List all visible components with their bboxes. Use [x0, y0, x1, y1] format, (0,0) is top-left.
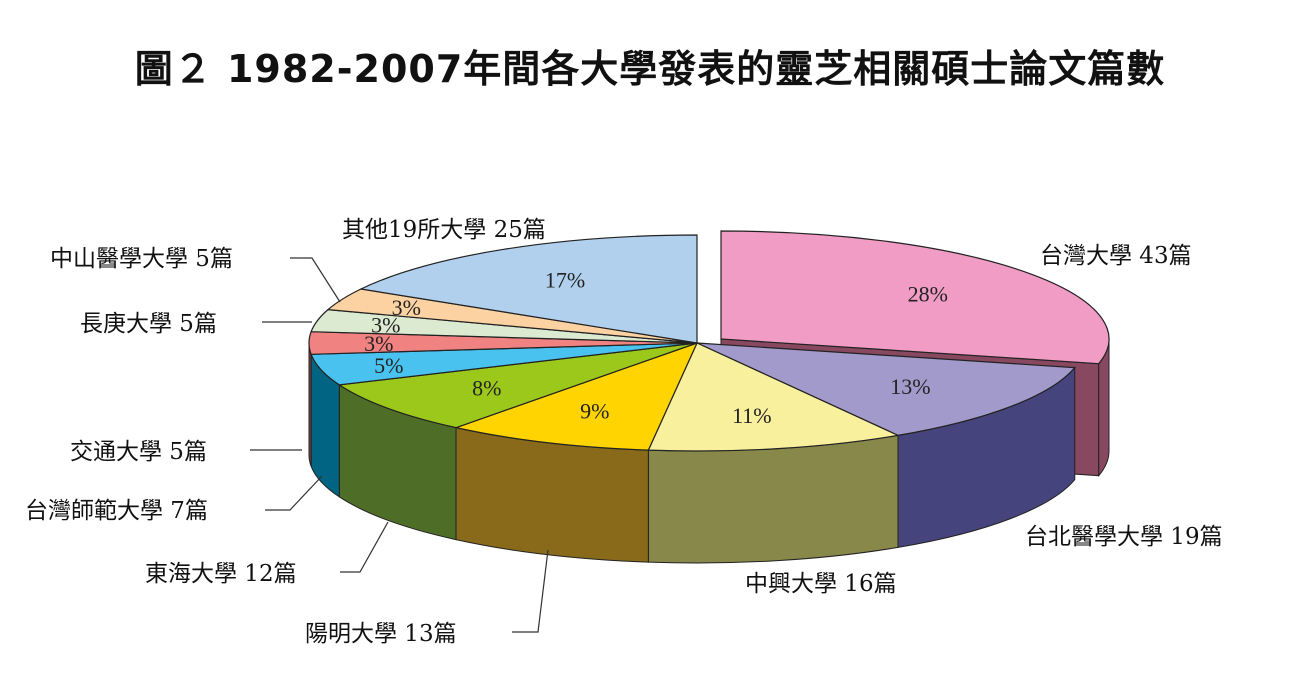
percent-label: 8% [472, 375, 501, 400]
label-ntnu: 台灣師範大學 7篇 [25, 498, 208, 524]
leader-line-csmu [290, 257, 341, 303]
percent-label: 3% [392, 295, 421, 320]
pie-slice-wall [647, 434, 899, 564]
label-others: 其他19所大學 25篇 [342, 217, 546, 243]
percent-label: 9% [580, 399, 609, 424]
pie-slice [358, 234, 698, 344]
percent-label: 3% [364, 331, 393, 356]
label-csmu: 中山醫學大學 5篇 [50, 246, 233, 272]
label-cgu: 長庚大學 5篇 [80, 311, 217, 337]
label-tmu: 台北醫學大學 19篇 [1025, 524, 1223, 550]
pie-slice [720, 230, 1110, 365]
percent-label: 5% [374, 353, 403, 378]
pie-slice [337, 342, 698, 429]
pie-slice-wall [308, 342, 312, 467]
leader-line-tunghai [340, 521, 389, 573]
percent-label: 13% [890, 374, 930, 399]
label-ymu: 陽明大學 13篇 [305, 621, 457, 647]
label-thu: 東海大學 12篇 [145, 561, 297, 587]
pie-slice [647, 342, 901, 452]
leader-line-ntnu [265, 475, 323, 511]
label-ntu: 台灣大學 43篇 [1040, 243, 1192, 269]
pie-slice [453, 341, 699, 451]
leader-line-yangming [512, 549, 549, 633]
percent-label: 28% [908, 281, 948, 306]
label-nchu: 中興大學 16篇 [745, 571, 897, 597]
percent-label: 3% [371, 313, 400, 338]
pie-slice [696, 342, 1076, 437]
percent-label: 17% [545, 267, 585, 292]
label-nctu: 交通大學 5篇 [70, 439, 207, 465]
chart-title: 圖２ 1982-2007年間各大學發表的靈芝相關碩士論文篇數 [134, 47, 1166, 91]
percent-label: 11% [732, 403, 772, 428]
